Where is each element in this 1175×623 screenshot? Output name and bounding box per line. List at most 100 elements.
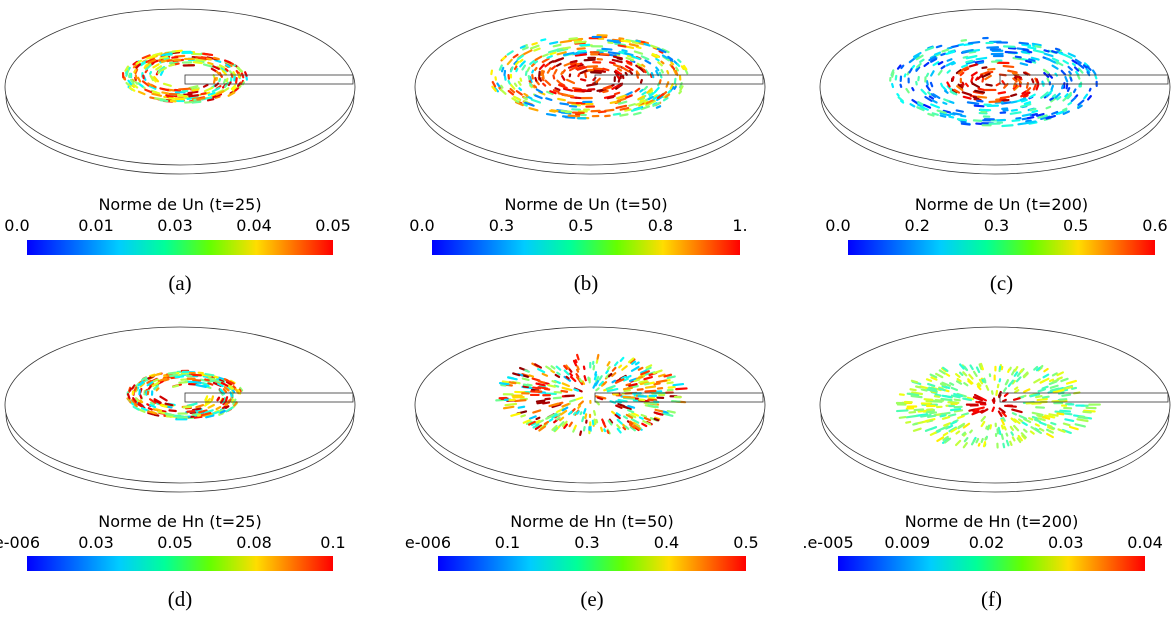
vector-arrow [159, 395, 168, 402]
vector-arrow [554, 373, 561, 379]
vector-arrow [629, 426, 636, 432]
vector-arrow [534, 424, 543, 431]
vector-arrow [628, 383, 638, 387]
vector-arrow [941, 385, 948, 389]
vector-arrow [1045, 105, 1052, 110]
vector-arrow [541, 372, 549, 377]
vector-arrow [140, 407, 150, 412]
dish-top [819, 326, 1171, 484]
vector-arrow [995, 82, 1001, 87]
vector-arrow [971, 410, 980, 416]
vector-arrow [1013, 85, 1020, 91]
vector-arrow [611, 84, 619, 90]
vector-arrow [139, 83, 144, 88]
vector-arrow [622, 395, 635, 399]
vector-arrow [1035, 78, 1040, 84]
vector-arrow [1066, 87, 1071, 92]
vector-arrow [1059, 409, 1072, 413]
vector-arrow [1038, 421, 1047, 426]
vector-arrow [594, 371, 598, 376]
vector-arrow [550, 65, 557, 70]
vector-arrow [636, 388, 644, 391]
vector-arrow [931, 99, 938, 104]
vector-arrow [1062, 110, 1070, 115]
vector-arrow [957, 422, 966, 429]
vector-arrow [133, 386, 138, 392]
vector-arrow [616, 418, 623, 425]
vector-arrow [660, 68, 664, 74]
vector-arrow [1058, 398, 1068, 401]
vector-arrow [1073, 66, 1080, 72]
vector-arrow [579, 69, 588, 75]
vector-arrow [605, 384, 616, 391]
vector-arrow [963, 437, 969, 443]
vector-arrow [196, 96, 206, 101]
vector-arrow [1004, 404, 1017, 408]
vector-arrow [1066, 93, 1073, 100]
panel: Norme de Un (t=25) 0.0 0.01 0.03 0.04 0.05 (a) [4, 8, 356, 295]
vector-arrow [625, 94, 633, 99]
vector-arrow [498, 64, 503, 71]
vector-arrow [149, 74, 155, 82]
vector-arrow [146, 381, 154, 387]
vector-arrow [218, 379, 225, 383]
vector-arrow [641, 422, 648, 428]
vector-arrow [1076, 74, 1081, 80]
vector-arrow [559, 39, 573, 44]
vector-arrow [602, 381, 608, 386]
vector-arrow [927, 382, 936, 388]
vector-arrow [624, 52, 634, 57]
vector-arrow [961, 48, 974, 54]
vector-arrow [159, 404, 168, 408]
colorbar-tick-label: 0.0 [4, 216, 29, 235]
vector-arrow [640, 55, 650, 61]
vector-arrow [225, 63, 231, 68]
vector-arrow [619, 106, 630, 111]
vector-arrow [943, 437, 952, 444]
vector-arrow [548, 402, 559, 408]
vector-arrow [1056, 96, 1062, 101]
vector-arrow [1042, 373, 1050, 379]
vector-arrow [144, 69, 149, 74]
vector-arrow [625, 56, 635, 62]
vector-arrow [643, 375, 653, 381]
vector-arrow [1029, 430, 1035, 435]
vector-arrow [611, 372, 617, 378]
vector-arrow [532, 423, 540, 429]
vector-arrow [157, 69, 162, 75]
vector-arrow [545, 414, 554, 420]
vector-arrow [647, 398, 658, 402]
vector-arrow [644, 385, 657, 389]
vector-arrow [616, 424, 621, 430]
vector-arrow [945, 60, 955, 67]
vector-arrow [519, 45, 526, 49]
vector-arrow [1049, 387, 1060, 392]
vector-arrow [998, 407, 1006, 414]
vector-arrow [537, 368, 546, 374]
vector-arrow [555, 62, 562, 67]
vector-arrow [155, 387, 160, 392]
vector-arrow [560, 389, 569, 393]
colorbar-tick-label: 0.3 [574, 533, 599, 552]
vector-arrow [159, 87, 170, 92]
vector-arrow [1060, 84, 1064, 90]
vector-arrow [1019, 62, 1029, 67]
vector-arrow [1007, 368, 1011, 373]
vector-arrow [963, 365, 969, 372]
vector-arrow [980, 437, 984, 444]
vector-arrow [896, 93, 900, 97]
vector-arrow [927, 414, 937, 419]
vector-arrow [1050, 421, 1057, 426]
vector-arrow [549, 90, 557, 95]
vector-arrow [1051, 399, 1065, 403]
vector-arrow [1048, 89, 1054, 95]
vector-arrow [533, 84, 538, 89]
vector-arrow [140, 61, 147, 67]
vector-arrow [517, 405, 526, 409]
vector-arrow [602, 67, 610, 72]
vector-arrow [913, 54, 920, 60]
vector-arrow [652, 369, 663, 375]
vector-arrow [624, 71, 629, 76]
vector-arrow [1013, 418, 1021, 425]
vector-arrow [961, 91, 973, 97]
